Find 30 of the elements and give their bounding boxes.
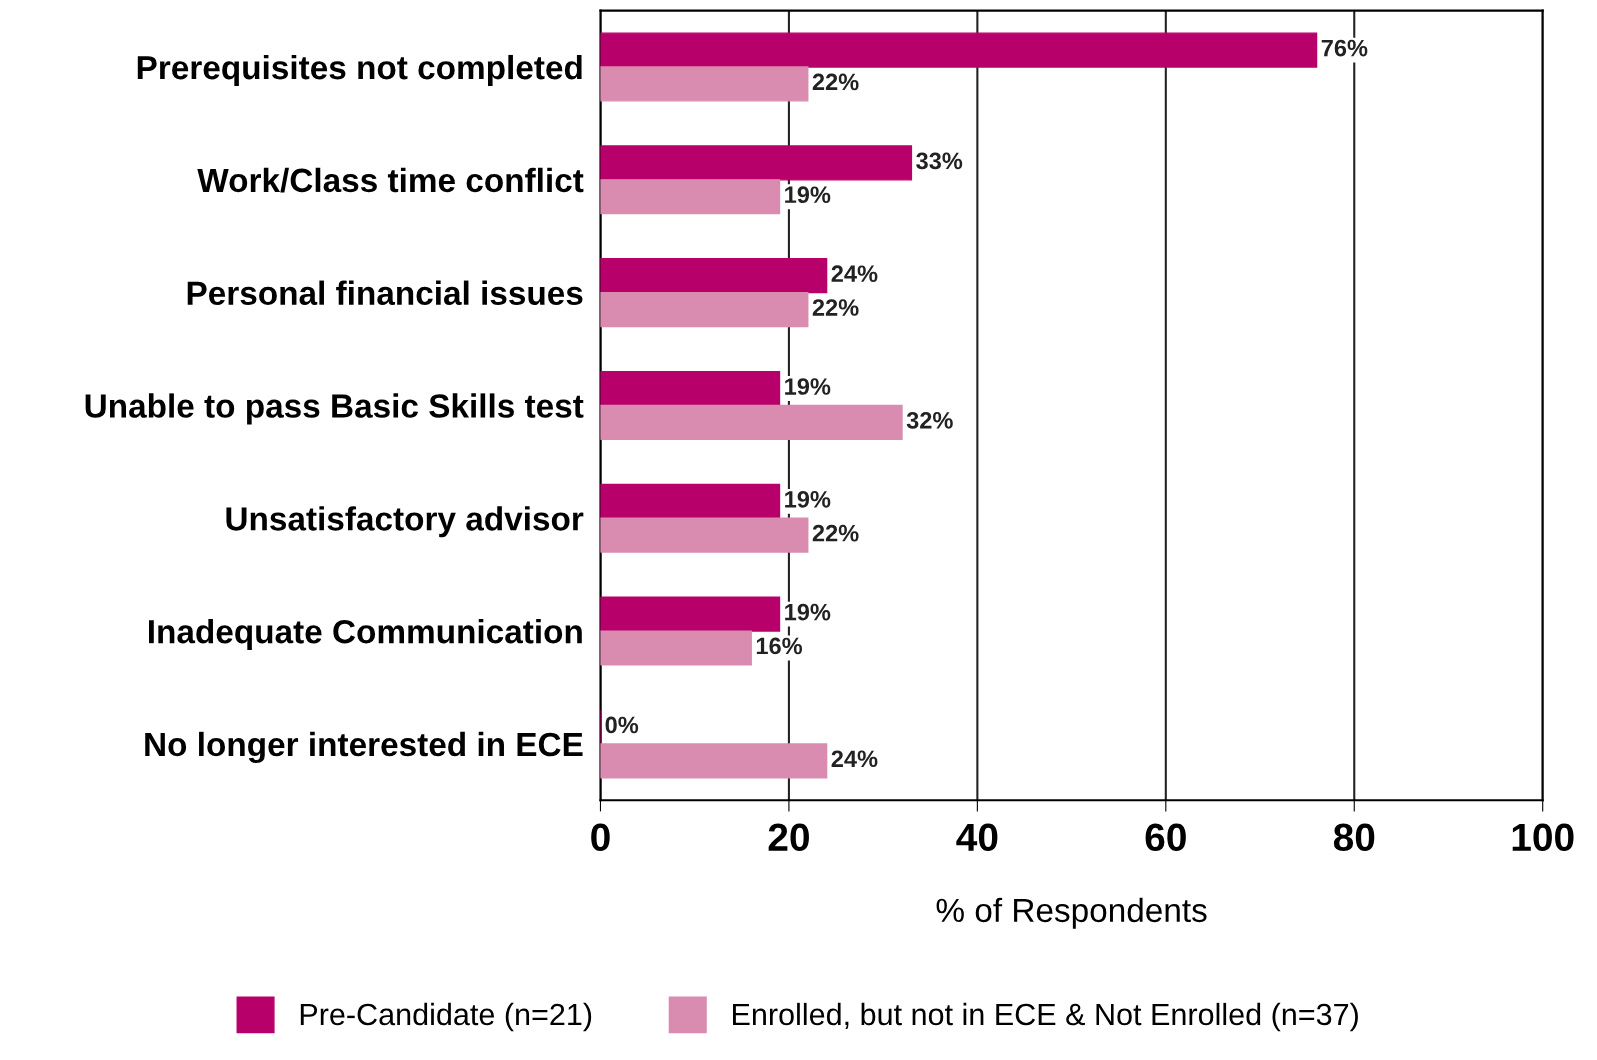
y-tick-label: Unsatisfactory advisor <box>226 506 584 538</box>
x-tick-label: 100 <box>1512 823 1574 852</box>
x-tick-label: 0 <box>591 823 610 852</box>
y-tick-label: Work/Class time conflict <box>197 167 584 193</box>
data-label: 33% <box>916 152 963 170</box>
data-label: 24% <box>831 265 878 282</box>
y-tick-label: No longer interested in ECE <box>145 731 583 764</box>
legend-label: Enrolled, but not in ECE & Not Enrolled (n=37) <box>733 1002 1358 1032</box>
y-tick-label: Prerequisites not completed <box>137 54 582 86</box>
legend-label: Pre-Candidate (n=21) <box>300 1002 592 1032</box>
data-label: 19% <box>785 603 831 621</box>
y-tick-label: Unable to pass Basic Skills test <box>85 393 584 425</box>
data-label: 22% <box>812 299 859 316</box>
data-label: 0% <box>605 716 639 734</box>
y-tick-label: Personal financial issues <box>187 280 583 306</box>
data-label: 19% <box>785 378 831 395</box>
y-tick-label: Inadequate Communication <box>148 619 582 651</box>
data-label: 76% <box>1321 39 1368 57</box>
data-label: 19% <box>785 490 831 508</box>
data-label: 22% <box>812 524 859 542</box>
x-tick-label: 40 <box>956 823 998 852</box>
data-label: 24% <box>831 750 878 768</box>
x-tick-label: 20 <box>768 823 809 852</box>
data-label: 32% <box>906 411 953 429</box>
x-tick-label: 60 <box>1145 823 1186 852</box>
x-tick-label: 80 <box>1333 823 1375 852</box>
data-label: 22% <box>812 73 859 91</box>
x-axis-title: % of Respondents <box>936 897 1207 929</box>
data-label: 16% <box>756 637 803 655</box>
data-label: 19% <box>785 186 831 204</box>
